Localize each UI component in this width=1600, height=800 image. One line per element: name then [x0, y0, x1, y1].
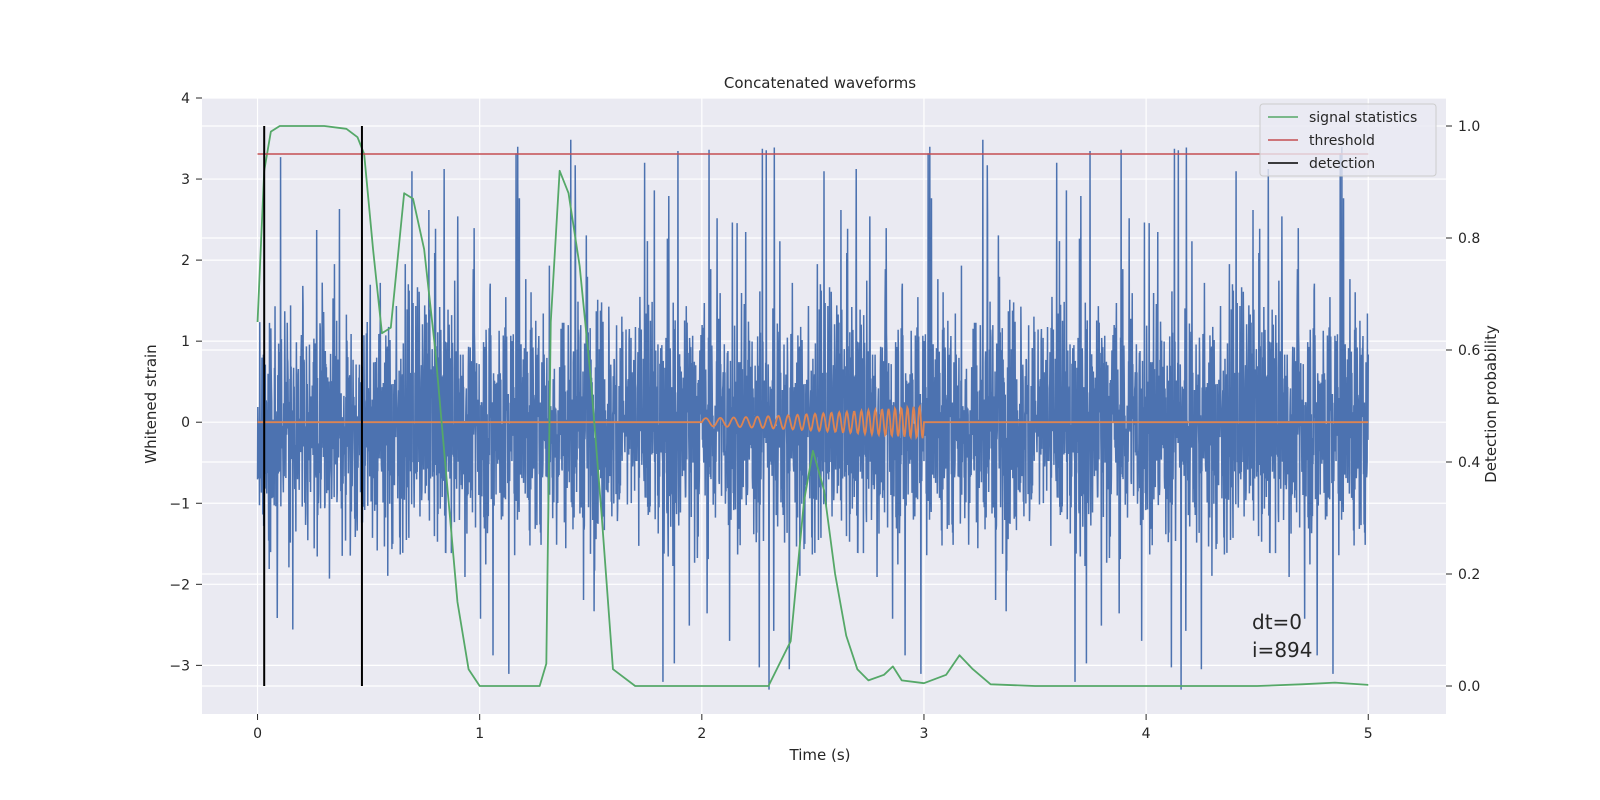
legend-label-signal-statistics: signal statistics: [1309, 110, 1417, 126]
x-tick-label: 5: [1364, 726, 1373, 742]
right-y-tick-label: 0.4: [1458, 455, 1480, 471]
x-tick-label: 2: [697, 726, 706, 742]
x-tick-label: 4: [1142, 726, 1151, 742]
annotation-dt: dt=0: [1252, 610, 1302, 634]
annotations: dt=0 i=894: [1252, 610, 1313, 662]
right-y-axis-ticks: 0.0 0.2 0.4 0.6 0.8 1.0: [1446, 119, 1480, 695]
left-y-tick-label: 4: [181, 91, 190, 107]
series-injected-chirp: [257, 403, 1369, 441]
left-y-tick-label: 0: [181, 415, 190, 431]
right-y-tick-label: 0.6: [1458, 343, 1480, 359]
left-y-tick-label: 3: [181, 172, 190, 188]
x-axis-ticks: 0 1 2 3 4 5: [253, 714, 1373, 742]
series-layer: [256, 125, 1369, 690]
left-y-tick-label: −1: [169, 496, 190, 512]
right-y-axis-label: Detection probability: [1482, 325, 1500, 483]
legend-label-detection: detection: [1309, 156, 1375, 172]
legend: signal statistics threshold detection: [1259, 103, 1437, 177]
left-y-tick-label: 2: [181, 253, 190, 269]
x-tick-label: 3: [920, 726, 929, 742]
left-y-tick-label: 1: [181, 334, 190, 350]
legend-box: [1259, 103, 1437, 177]
right-y-tick-label: 0.2: [1458, 567, 1480, 583]
left-y-tick-label: −2: [169, 577, 190, 593]
chart-title: Concatenated waveforms: [724, 74, 916, 92]
left-y-tick-label: −3: [169, 658, 190, 674]
x-axis-label: Time (s): [789, 746, 851, 764]
left-y-axis-ticks: −3 −2 −1 0 1 2 3 4: [169, 91, 202, 674]
annotation-i: i=894: [1252, 638, 1313, 662]
legend-label-threshold: threshold: [1309, 133, 1375, 149]
right-y-tick-label: 0.8: [1458, 231, 1480, 247]
right-y-tick-label: 1.0: [1458, 119, 1480, 135]
x-tick-label: 0: [253, 726, 262, 742]
right-y-tick-label: 0.0: [1458, 679, 1480, 695]
left-y-axis-label: Whitened strain: [142, 344, 160, 463]
series-signal-statistics: [256, 125, 1369, 687]
series-whitened-strain: [256, 139, 1369, 690]
x-tick-label: 1: [475, 726, 484, 742]
